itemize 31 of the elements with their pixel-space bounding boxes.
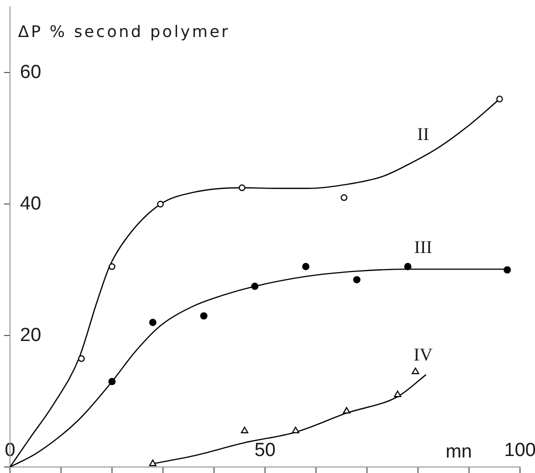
x-tick-label: 100 bbox=[504, 440, 535, 461]
y-tick-label: 40 bbox=[20, 193, 42, 214]
series-label: II bbox=[417, 124, 430, 144]
point bbox=[504, 266, 511, 274]
y-tick-label: 20 bbox=[20, 324, 42, 346]
point bbox=[149, 318, 156, 326]
point bbox=[353, 276, 360, 284]
series-label: III bbox=[414, 236, 432, 257]
y-tick-label: 60 bbox=[20, 62, 42, 83]
point bbox=[394, 390, 402, 398]
x-tick-label: 50 bbox=[254, 440, 276, 461]
point bbox=[108, 263, 116, 270]
point bbox=[342, 406, 350, 414]
x-tick-label: 0 bbox=[4, 440, 16, 461]
point bbox=[340, 194, 348, 201]
point bbox=[404, 262, 412, 270]
point bbox=[302, 262, 310, 270]
y-axis-title: ΔP % second polymer bbox=[18, 22, 230, 42]
point bbox=[496, 96, 503, 102]
point bbox=[251, 282, 258, 290]
point bbox=[412, 368, 420, 374]
series-label: IV bbox=[414, 344, 433, 365]
point bbox=[240, 426, 248, 434]
point bbox=[108, 378, 116, 386]
point bbox=[149, 460, 156, 466]
x-axis-title: mn bbox=[446, 442, 472, 463]
point bbox=[157, 200, 164, 208]
point bbox=[238, 184, 246, 192]
point bbox=[78, 355, 85, 362]
point bbox=[200, 312, 208, 320]
point bbox=[292, 426, 300, 434]
